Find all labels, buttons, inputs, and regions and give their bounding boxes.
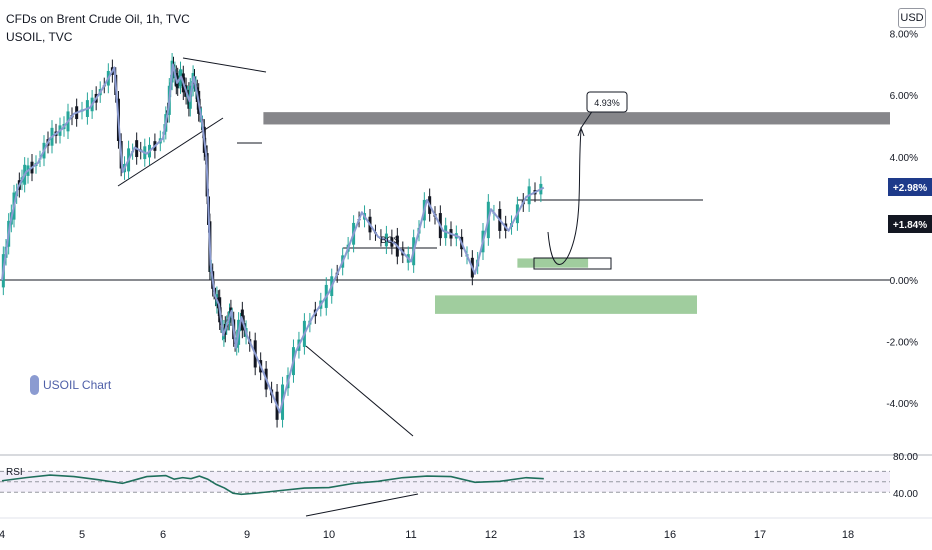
demand-zone-small xyxy=(517,258,589,268)
x-tick-label: 11 xyxy=(405,529,416,541)
rsi-line xyxy=(1,474,544,496)
x-tick-label: 9 xyxy=(244,529,250,541)
rsi-label: RSI xyxy=(6,467,23,478)
price-badge-label: +1.84% xyxy=(893,220,927,231)
overlay-legend[interactable]: USOIL Chart xyxy=(30,375,111,395)
x-tick-label: 18 xyxy=(842,529,854,541)
x-tick-label: 13 xyxy=(573,529,585,541)
chart-title: CFDs on Brent Crude Oil, 1h, TVC xyxy=(6,12,190,26)
x-tick-label: 6 xyxy=(160,529,166,541)
y-tick-label: 4.00% xyxy=(890,153,918,164)
projection-curve xyxy=(547,129,582,265)
small-zone-outline xyxy=(533,257,612,270)
chart-subtitle: USOIL, TVC xyxy=(6,30,73,44)
price-badge-label: +2.98% xyxy=(893,183,927,194)
x-tick-label: 10 xyxy=(323,529,335,541)
y-tick-label: -2.00% xyxy=(886,338,918,349)
target-callout-box xyxy=(586,91,628,113)
x-tick-label: 17 xyxy=(754,529,766,541)
rsi-tick-label: 80.00 xyxy=(893,452,918,463)
upper-trendline xyxy=(182,57,267,73)
projection-arrowhead xyxy=(577,126,585,137)
down-trendline xyxy=(305,345,414,437)
currency-button[interactable]: USD xyxy=(898,8,926,28)
rsi-tick-label: 40.00 xyxy=(893,489,918,500)
target-callout-label: 4.93% xyxy=(594,98,620,108)
y-tick-label: 0.00% xyxy=(890,276,918,287)
x-tick-label: 12 xyxy=(485,529,497,541)
overlay-line xyxy=(1,63,545,414)
target-callout-line xyxy=(580,109,594,129)
bos-label: BOS xyxy=(380,235,399,245)
x-tick-label: 5 xyxy=(79,529,85,541)
overlay-legend-label: USOIL Chart xyxy=(43,378,112,392)
rsi-divergence-line xyxy=(305,493,419,517)
price-badge xyxy=(888,215,932,233)
price-badge xyxy=(888,178,932,196)
resistance-zone xyxy=(263,112,890,125)
y-tick-label: 6.00% xyxy=(890,91,918,102)
x-tick-label: 16 xyxy=(664,529,676,541)
y-tick-label: -4.00% xyxy=(886,399,918,410)
overlay-legend-swatch xyxy=(30,375,39,395)
demand-zone-large xyxy=(435,295,697,314)
x-tick-label: 4 xyxy=(0,529,5,541)
y-tick-label: 8.00% xyxy=(890,30,918,41)
